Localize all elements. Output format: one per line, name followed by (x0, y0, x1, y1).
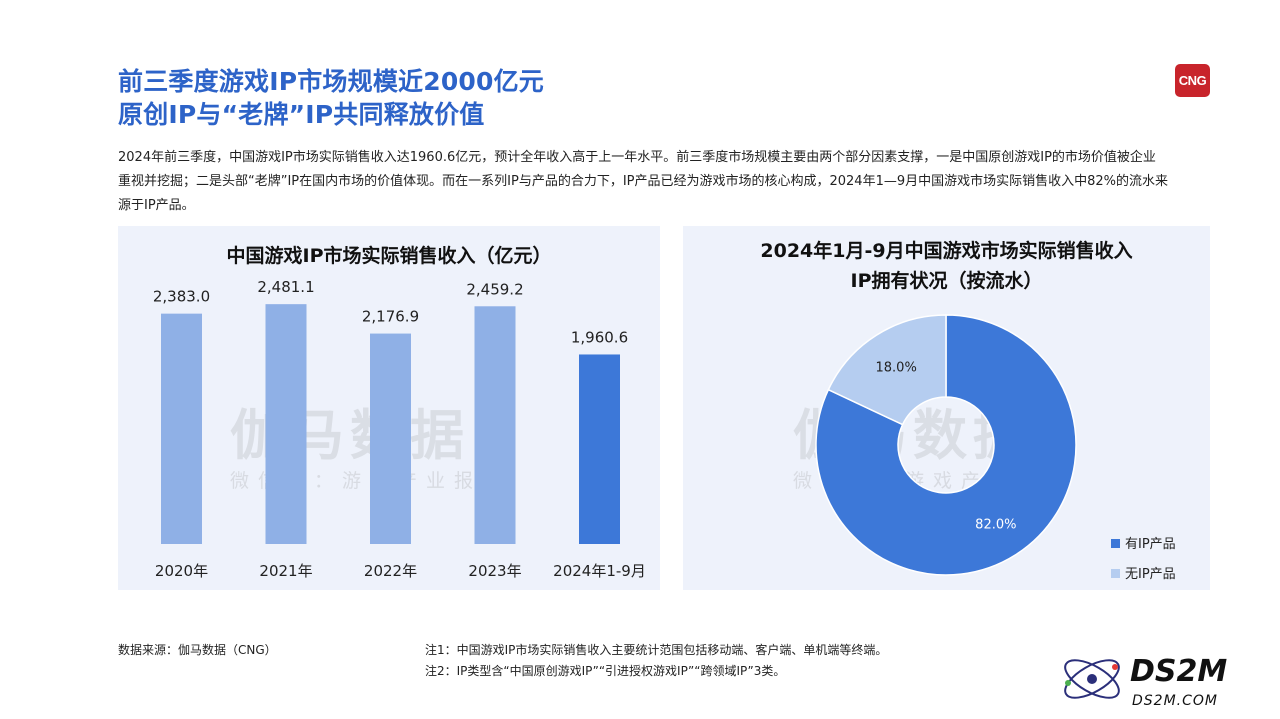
donut-slice-0 (815, 314, 1077, 576)
donut-chart-title-line-2: IP拥有状况（按流水） (850, 270, 1043, 292)
footnote-2: 注2：IP类型含“中国原创游戏IP”“引进授权游戏IP”“跨领域IP”3类。 (425, 664, 786, 678)
x-tick-label-1: 2021年 (259, 562, 312, 580)
donut-chart-title-line-1: 2024年1月-9月中国游戏市场实际销售收入 (760, 240, 1133, 262)
page-title-line-2: 原创IP与“老牌”IP共同释放价值 (118, 100, 485, 129)
bar-chart-panel: 中国游戏IP市场实际销售收入（亿元） 伽马数据 微信号：游戏产业报告 2,383… (118, 226, 660, 590)
data-source: 数据来源：伽马数据（CNG） (118, 643, 277, 657)
ds2m-logo-text: DS2M (1130, 654, 1227, 689)
x-tick-label-4: 2024年1-9月 (553, 562, 646, 580)
ds2m-logo-url: DS2M.COM (1132, 693, 1218, 709)
bar-value-label-0: 2,383.0 (153, 288, 210, 306)
bar-value-label-4: 1,960.6 (571, 328, 628, 346)
donut-value-label-0: 82.0% (975, 518, 1016, 533)
bar-value-label-2: 2,176.9 (362, 308, 419, 326)
legend-label-0: 有IP产品 (1125, 537, 1176, 552)
donut-value-label-1: 18.0% (876, 360, 917, 375)
x-tick-label-0: 2020年 (155, 562, 208, 580)
bar-1 (265, 304, 307, 544)
bar-0 (161, 313, 202, 544)
ds2m-logo: DS2M DS2M.COM (1064, 654, 1227, 709)
bar-2 (370, 333, 411, 544)
intro-paragraph: 2024年前三季度，中国游戏IP市场实际销售收入达1960.6亿元，预计全年收入… (118, 150, 1169, 213)
legend-swatch-1 (1111, 569, 1120, 578)
x-tick-label-2: 2022年 (364, 562, 417, 580)
bar-chart: 2,383.0 2020年 2,481.1 2021年 2,176.9 2022年 2,45… (153, 278, 646, 580)
cng-logo: CNG (1175, 64, 1210, 97)
bar-chart-title: 中国游戏IP市场实际销售收入（亿元） (226, 245, 552, 267)
donut-chart-panel: 2024年1月-9月中国游戏市场实际销售收入 IP拥有状况（按流水） 伽马数据 … (683, 226, 1210, 590)
legend-label-1: 无IP产品 (1125, 567, 1176, 582)
bar-value-label-1: 2,481.1 (257, 278, 314, 296)
page-title-line-1: 前三季度游戏IP市场规模近2000亿元 (118, 67, 545, 96)
donut-slice-1 (827, 314, 947, 426)
bar-4 (579, 354, 620, 544)
footnote-1: 注1：中国游戏IP市场实际销售收入主要统计范围包括移动端、客户端、单机端等终端。 (425, 643, 888, 657)
legend-swatch-0 (1111, 539, 1120, 548)
x-tick-label-3: 2023年 (468, 562, 521, 580)
bar-3 (474, 306, 516, 544)
bar-value-label-3: 2,459.2 (466, 280, 523, 298)
